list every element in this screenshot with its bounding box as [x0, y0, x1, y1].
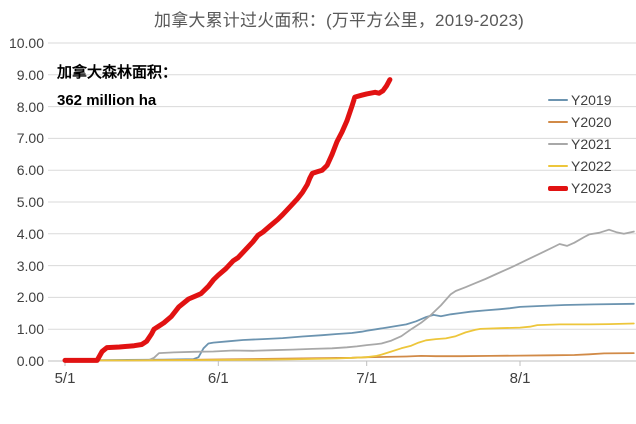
- series-line-y2022: [64, 322, 635, 362]
- legend-line-swatch: [548, 99, 568, 101]
- legend-label: Y2020: [571, 114, 612, 130]
- y-tick-label-3: 3.00: [16, 257, 44, 274]
- legend-label: Y2021: [571, 136, 612, 152]
- y-tick-label-2: 2.00: [16, 289, 44, 306]
- y-tick-label-9: 9.00: [16, 66, 44, 83]
- annotation-line-cn: 加拿大森林面积：: [57, 64, 178, 81]
- legend-line-swatch: [548, 143, 568, 145]
- y-tick-label-0: 0.00: [16, 353, 44, 369]
- y-tick-label-5: 5.00: [16, 194, 44, 210]
- legend-label: Y2022: [571, 158, 612, 174]
- y-tick-label-8: 8.00: [16, 98, 44, 115]
- y-tick-label-1: 1.00: [16, 321, 44, 338]
- series-line-y2019: [64, 302, 635, 362]
- legend-line-swatch: [548, 185, 568, 191]
- legend-item-y2022: Y2022: [548, 155, 611, 177]
- annotation-line-value: 362 million ha: [57, 92, 157, 109]
- y-tick-label-10: 10.00: [8, 35, 44, 51]
- legend-item-y2023: Y2023: [548, 177, 611, 199]
- legend-line-swatch: [548, 121, 568, 123]
- chart-legend: Y2019 Y2020 Y2021 Y2022 Y2023: [548, 89, 611, 199]
- x-tick-label-6-1: 6/1: [207, 370, 229, 387]
- chart-title: 加拿大累计过火面积：(万平方公里，2019-2023): [154, 11, 525, 30]
- y-tick-label-4: 4.00: [16, 225, 44, 242]
- x-tick-label-8-1: 8/1: [509, 370, 531, 387]
- legend-label: Y2019: [571, 92, 612, 108]
- legend-line-swatch: [548, 165, 568, 167]
- x-tick-label-7-1: 7/1: [356, 370, 378, 387]
- legend-item-y2020: Y2020: [548, 111, 611, 133]
- legend-item-y2021: Y2021: [548, 133, 611, 155]
- legend-item-y2019: Y2019: [548, 89, 611, 111]
- series-line-y2021: [64, 228, 635, 362]
- legend-label: Y2023: [571, 180, 612, 196]
- series-line-y2023: [62, 77, 393, 363]
- x-tick-label-5-1: 5/1: [54, 370, 76, 387]
- y-tick-label-6: 6.00: [16, 162, 44, 179]
- y-tick-label-7: 7.00: [16, 130, 44, 147]
- forest-area-annotation: 加拿大森林面积： 362 million ha: [57, 62, 177, 112]
